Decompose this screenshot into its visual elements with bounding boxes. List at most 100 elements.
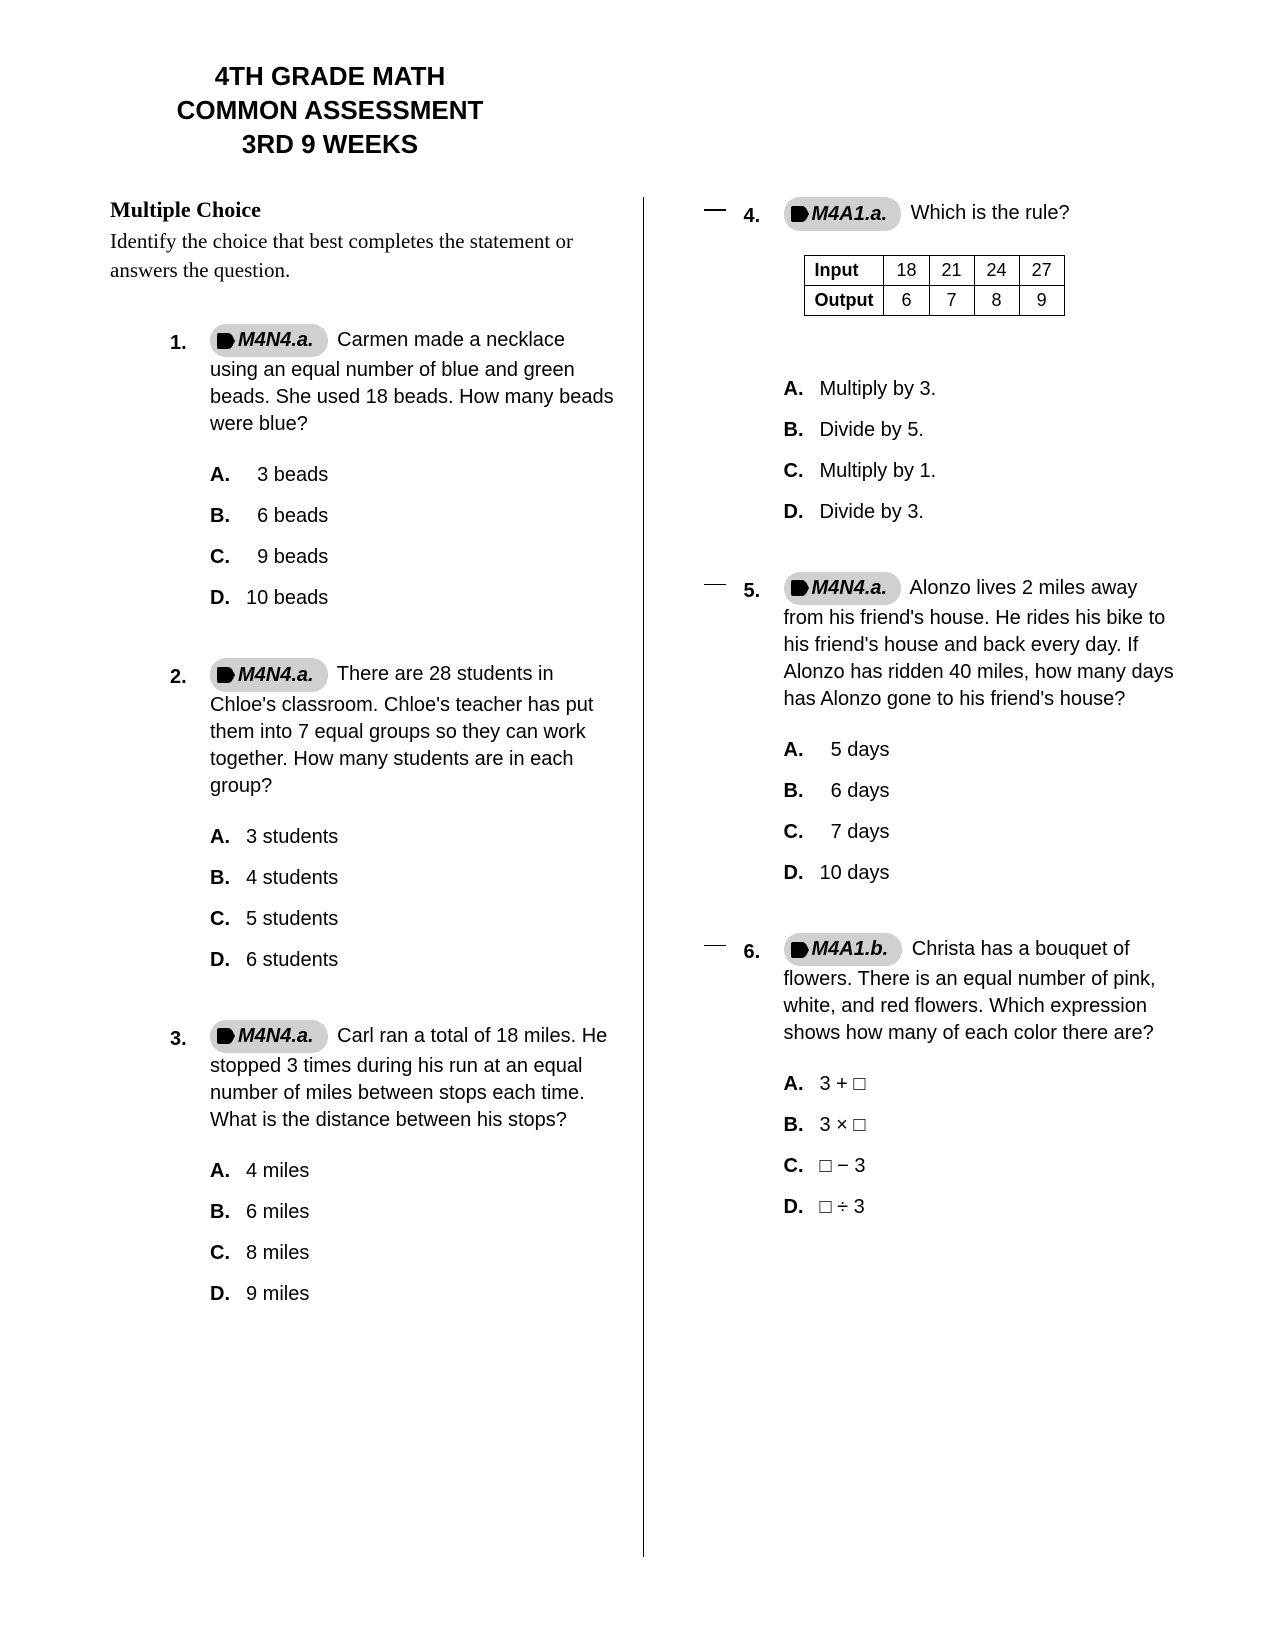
standard-label: M4A1.a. [812, 203, 888, 225]
choice-text: 8 miles [246, 1242, 309, 1265]
standard-badge: M4N4.a. [210, 658, 328, 691]
choice-text: 6 miles [246, 1201, 309, 1224]
question-number: 4. [744, 197, 784, 541]
table-cell: 21 [929, 255, 974, 285]
question-number: 2. [170, 658, 210, 989]
table-cell: 8 [974, 285, 1019, 315]
answer-choice[interactable]: C. 7 days [784, 821, 1176, 844]
choice-letter: B. [784, 1114, 820, 1137]
question-text: M4N4.a. There are 28 students in Chloe's… [210, 658, 615, 799]
choice-letter: A. [210, 1160, 246, 1183]
standard-label: M4N4.a. [812, 577, 888, 599]
choice-text: 5 days [820, 739, 890, 762]
answer-choices: A.3 + □B.3 × □C.□ − 3D.□ ÷ 3 [784, 1073, 1176, 1219]
question-text: M4N4.a. Carl ran a total of 18 miles. He… [210, 1020, 615, 1134]
table-header-cell: Input [804, 255, 884, 285]
standard-icon [790, 205, 810, 223]
choice-letter: C. [210, 546, 246, 569]
choice-letter: A. [784, 1073, 820, 1096]
question-text: M4A1.b. Christa has a bouquet of flowers… [784, 933, 1176, 1047]
choice-text: 3 × □ [820, 1114, 866, 1137]
choice-letter: D. [784, 501, 820, 524]
choice-letter: B. [210, 505, 246, 528]
answer-choice[interactable]: A.3 students [210, 826, 615, 849]
answer-choice[interactable]: A.4 miles [210, 1160, 615, 1183]
table-cell: 6 [884, 285, 929, 315]
answer-choice[interactable]: D.6 students [210, 949, 615, 972]
answer-choice[interactable]: A.Multiply by 3. [784, 378, 1176, 401]
answer-choice[interactable]: B.6 miles [210, 1201, 615, 1224]
choice-letter: A. [210, 826, 246, 849]
answer-choice[interactable]: B.4 students [210, 867, 615, 890]
answer-choice[interactable]: C.□ − 3 [784, 1155, 1176, 1178]
choice-letter: A. [784, 739, 820, 762]
question: 1.M4N4.a. Carmen made a necklace using a… [170, 324, 615, 628]
choice-text: 10 beads [246, 587, 328, 610]
choice-letter: B. [210, 867, 246, 890]
question-body: M4N4.a. Carmen made a necklace using an … [210, 324, 615, 628]
choice-text: 3 students [246, 826, 338, 849]
table-cell: 27 [1019, 255, 1064, 285]
table-cell: 18 [884, 255, 929, 285]
standard-label: M4A1.b. [812, 938, 889, 960]
question: 2.M4N4.a. There are 28 students in Chloe… [170, 658, 615, 989]
standard-icon [216, 332, 236, 350]
answer-choice[interactable]: C.5 students [210, 908, 615, 931]
answer-choice[interactable]: D.10 days [784, 862, 1176, 885]
answer-choice[interactable]: D.10 beads [210, 587, 615, 610]
answer-choice[interactable]: C.8 miles [210, 1242, 615, 1265]
choice-text: Divide by 3. [820, 501, 925, 524]
standard-icon [216, 666, 236, 684]
answer-choice[interactable]: B. 6 days [784, 780, 1176, 803]
choice-text: 10 days [820, 862, 890, 885]
section-heading: Multiple Choice [110, 197, 615, 223]
standard-icon [790, 941, 810, 959]
choice-letter: B. [210, 1201, 246, 1224]
choice-text: □ ÷ 3 [820, 1196, 865, 1219]
choice-letter: D. [210, 587, 246, 610]
question: 5.M4N4.a. Alonzo lives 2 miles away from… [744, 572, 1176, 903]
answer-choice[interactable]: B.3 × □ [784, 1114, 1176, 1137]
content-columns: Multiple Choice Identify the choice that… [110, 197, 1175, 1557]
question-body: M4N4.a. Alonzo lives 2 miles away from h… [784, 572, 1176, 903]
question-number: 3. [170, 1020, 210, 1324]
answer-choice[interactable]: C.Multiply by 1. [784, 460, 1176, 483]
answer-choices: A. 3 beadsB. 6 beadsC. 9 beadsD.10 beads [210, 464, 615, 610]
right-column: 4.M4A1.a. Which is the rule?Input1821242… [643, 197, 1176, 1557]
question-number: 6. [744, 933, 784, 1237]
question-text: M4N4.a. Alonzo lives 2 miles away from h… [784, 572, 1176, 713]
choice-letter: D. [784, 1196, 820, 1219]
standard-badge: M4N4.a. [210, 324, 328, 357]
choice-letter: C. [210, 1242, 246, 1265]
left-column: Multiple Choice Identify the choice that… [110, 197, 643, 1557]
answer-choice[interactable]: D.Divide by 3. [784, 501, 1176, 524]
choice-text: 6 beads [246, 505, 328, 528]
choice-text: 9 beads [246, 546, 328, 569]
answer-choice[interactable]: B.Divide by 5. [784, 419, 1176, 442]
question: 4.M4A1.a. Which is the rule?Input1821242… [744, 197, 1176, 541]
answer-choice[interactable]: A. 5 days [784, 739, 1176, 762]
choice-letter: B. [784, 419, 820, 442]
choice-text: Multiply by 1. [820, 460, 937, 483]
table-cell: 24 [974, 255, 1019, 285]
standard-badge: M4A1.a. [784, 197, 902, 230]
choice-text: 6 students [246, 949, 338, 972]
choice-letter: A. [784, 378, 820, 401]
answer-choice[interactable]: B. 6 beads [210, 505, 615, 528]
choice-text: 6 days [820, 780, 890, 803]
answer-choice[interactable]: D.□ ÷ 3 [784, 1196, 1176, 1219]
table-header-cell: Output [804, 285, 884, 315]
choice-text: 4 miles [246, 1160, 309, 1183]
standard-icon [216, 1027, 236, 1045]
choice-text: 9 miles [246, 1283, 309, 1306]
answer-choice[interactable]: D.9 miles [210, 1283, 615, 1306]
table-cell: 7 [929, 285, 974, 315]
answer-choices: A.Multiply by 3. B.Divide by 5. C.Multiply… [784, 378, 1176, 524]
standard-badge: M4A1.b. [784, 933, 903, 966]
answer-choice[interactable]: A. 3 beads [210, 464, 615, 487]
answer-choice[interactable]: C. 9 beads [210, 546, 615, 569]
choice-letter: B. [784, 780, 820, 803]
choice-text: 3 + □ [820, 1073, 866, 1096]
answer-choice[interactable]: A.3 + □ [784, 1073, 1176, 1096]
standard-icon [790, 579, 810, 597]
